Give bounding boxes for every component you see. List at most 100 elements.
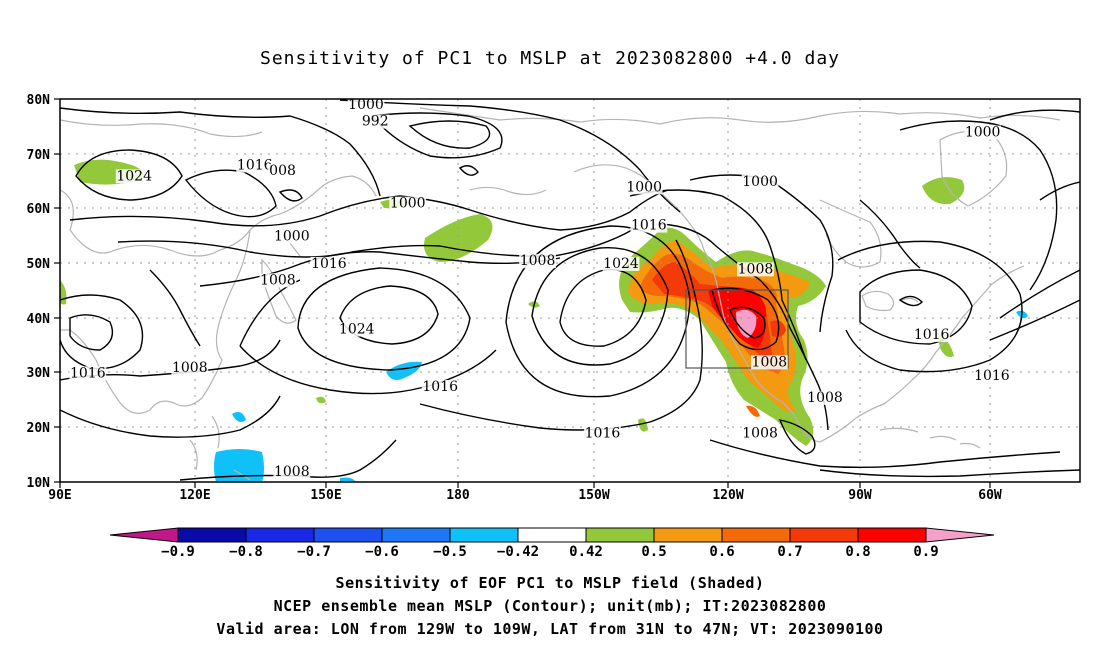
contour-label-bg xyxy=(171,360,209,375)
isobar xyxy=(989,269,1080,341)
isobar xyxy=(408,120,491,149)
isobar xyxy=(60,294,144,370)
contour-label: 008 xyxy=(269,163,296,179)
contour-label: 1000 xyxy=(274,229,310,245)
isobar xyxy=(199,251,561,287)
contour-label: 1008 xyxy=(742,425,778,441)
contour-label-bg xyxy=(750,355,788,370)
contour-label-bg xyxy=(625,180,663,195)
contour-label-bg xyxy=(913,328,951,343)
isobar xyxy=(899,120,1058,291)
colorbar-swatch xyxy=(585,527,655,543)
contour-label: 1016 xyxy=(914,327,950,343)
lat-label: 20N xyxy=(27,421,51,436)
contour-label: 1016 xyxy=(237,157,273,173)
colorbar-label: −0.6 xyxy=(365,544,399,560)
coastline-north-america xyxy=(573,164,1025,443)
colorbar-label: −0.8 xyxy=(229,544,263,560)
isobar xyxy=(75,149,183,201)
contour-label-bg xyxy=(737,262,774,277)
contour-label: 1024 xyxy=(339,322,375,338)
contour-label: 1000 xyxy=(626,179,662,195)
graticule xyxy=(60,99,1080,482)
coastline-great-lakes xyxy=(861,290,919,312)
isobar xyxy=(184,169,277,218)
lat-label: 10N xyxy=(27,476,51,491)
contour-label-bg xyxy=(273,464,311,479)
isobar xyxy=(297,267,471,371)
colorbar: −0.9 −0.8 −0.7 −0.6 −0.5 −0.42 0.42 0.5 0.6 0.7 0.… xyxy=(109,527,995,560)
isobar xyxy=(819,469,1080,478)
plot-frame xyxy=(59,98,1081,483)
isobar xyxy=(989,109,1080,201)
colorbar-swatch xyxy=(517,527,587,543)
contour-label-bg xyxy=(69,366,107,381)
colorbar-swatch xyxy=(245,527,315,543)
mslp-contours xyxy=(60,99,1080,481)
axis-ticks xyxy=(54,98,991,488)
isobar xyxy=(339,99,681,213)
caption-shading: Sensitivity of EOF PC1 to MSLP field (Sh… xyxy=(335,574,765,592)
isobar xyxy=(709,439,1061,469)
contour-label: 1016 xyxy=(422,379,458,395)
contour-label: 1016 xyxy=(974,368,1010,384)
contour-label-bg xyxy=(602,256,640,271)
colorbar-label: 0.7 xyxy=(777,544,802,560)
colorbar-swatch xyxy=(789,527,859,543)
shade-negative-patch xyxy=(214,449,264,482)
isobar xyxy=(278,189,303,202)
coastline-caribbean xyxy=(879,427,981,449)
isobar xyxy=(859,199,921,269)
isobar xyxy=(370,112,503,159)
contour-label: 992 xyxy=(362,114,389,130)
colorbar-swatch xyxy=(449,527,519,543)
contour-label-bg xyxy=(806,390,844,405)
lon-label: 150W xyxy=(578,488,609,503)
contour-label-bg xyxy=(360,114,390,129)
colorbar-label: −0.9 xyxy=(161,544,195,560)
lat-label: 30N xyxy=(27,366,51,381)
isobar xyxy=(531,247,669,366)
colorbar-label: 0.6 xyxy=(709,544,734,560)
shade-positive-patch xyxy=(60,280,67,305)
contour-label: 1008 xyxy=(520,253,556,269)
shade-positive-patch xyxy=(638,418,648,432)
isobar xyxy=(149,269,201,347)
lon-label: 60W xyxy=(978,488,1002,503)
colorbar-label: 0.42 xyxy=(569,544,603,560)
isobar xyxy=(689,174,834,333)
contour-label: 1008 xyxy=(274,464,310,480)
contour-label-bg xyxy=(259,273,297,288)
lat-label: 40N xyxy=(27,312,51,327)
colorbar-swatch xyxy=(177,527,247,543)
coastlines xyxy=(60,107,1061,481)
contour-label: 1008 xyxy=(738,261,774,277)
isobar xyxy=(837,240,1023,373)
isobar xyxy=(505,225,691,398)
isobar xyxy=(629,189,807,361)
isobar xyxy=(859,269,973,345)
contour-label: 1000 xyxy=(965,125,1001,141)
isobar xyxy=(339,285,439,345)
contour-label: 1016 xyxy=(585,425,621,441)
colorbar-swatch xyxy=(721,527,791,543)
caption-valid-area: Valid area: LON from 129W to 109W, LAT f… xyxy=(216,620,884,638)
contour-label-bg xyxy=(421,379,459,394)
colorbar-swatch xyxy=(313,527,383,543)
contour-label: 1024 xyxy=(116,168,152,184)
colorbar-label: 0.9 xyxy=(913,544,938,560)
lat-label: 80N xyxy=(27,93,51,108)
lon-label: 90E xyxy=(48,488,71,503)
shade-negative-patch xyxy=(340,477,356,482)
isobar xyxy=(458,165,479,176)
isobar xyxy=(69,314,114,351)
isobar xyxy=(659,223,829,431)
contour-label-bg xyxy=(347,99,385,113)
lon-label: 180 xyxy=(446,488,470,503)
isobar xyxy=(559,268,647,347)
contour-label-bg xyxy=(741,174,779,189)
shade-negative-patch xyxy=(386,361,422,380)
contour-label-bg xyxy=(115,169,153,184)
